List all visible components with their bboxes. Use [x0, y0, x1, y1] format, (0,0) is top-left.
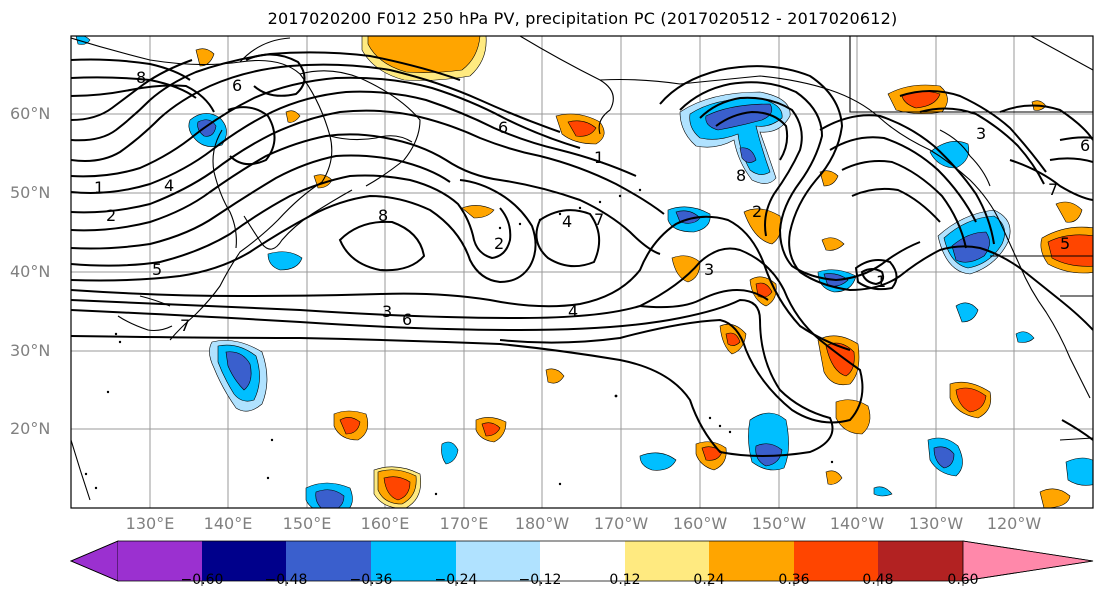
precip-anomaly-fill: [75, 36, 1093, 508]
lat-label-20n: 20°N: [10, 419, 51, 438]
lat-label-40n: 40°N: [10, 262, 51, 281]
lon-label-160w: 160°W: [672, 514, 728, 533]
contour-label: 6: [1080, 136, 1091, 155]
lat-label-50n: 50°N: [10, 183, 51, 202]
colorbar-segment: [118, 541, 202, 581]
pv-contours: [71, 51, 1093, 457]
colorbar-tick-label: 0.24: [693, 572, 725, 588]
lon-label-120w: 120°W: [986, 514, 1042, 533]
contour-label: 3: [976, 124, 987, 143]
contour-label: 2: [752, 202, 763, 221]
colorbar-tick-label: −0.12: [518, 572, 562, 588]
lon-label-180w: 180°W: [514, 514, 570, 533]
contour-label: 4: [164, 176, 175, 195]
colorbar: [69, 540, 1094, 586]
lon-label-140w: 140°W: [829, 514, 885, 533]
lon-label-170w: 170°W: [593, 514, 649, 533]
colorbar-extend-low: [69, 540, 119, 582]
colorbar-segment: [456, 541, 540, 581]
islands: [84, 188, 834, 496]
lon-label-130e: 130°E: [125, 514, 175, 533]
colorbar-tick-label: 0.12: [609, 572, 641, 588]
contour-label: 2: [106, 206, 117, 225]
contour-label: 8: [736, 166, 747, 185]
contour-label: 2: [494, 234, 505, 253]
colorbar-tick-label: −0.48: [264, 572, 308, 588]
map-frame: [70, 35, 1094, 509]
lon-label-170e: 170°E: [439, 514, 489, 533]
contour-label: 6: [498, 118, 509, 137]
colorbar-segment: [625, 541, 709, 581]
plot-title: 2017020200 F012 250 hPa PV, precipitatio…: [267, 9, 898, 28]
contour-label: 7: [594, 210, 605, 229]
colorbar-segment: [540, 541, 625, 581]
colorbar-tick-label: −0.60: [180, 572, 224, 588]
lon-label-150e: 150°E: [282, 514, 332, 533]
contour-label: 7: [180, 316, 191, 335]
colorbar-segment: [371, 541, 456, 581]
colorbar-segment: [202, 541, 286, 581]
colorbar-segment: [794, 541, 878, 581]
lon-label-150w: 150°W: [751, 514, 807, 533]
colorbar-tick-label: −0.36: [349, 572, 393, 588]
contour-label: 6: [402, 310, 413, 329]
contour-label: 1: [594, 148, 605, 167]
lon-label-140e: 140°E: [203, 514, 253, 533]
lon-label-160e: 160°E: [360, 514, 410, 533]
colorbar-outline: [69, 540, 1094, 582]
contour-label: 3: [704, 260, 715, 279]
colorbar-segment: [709, 541, 794, 581]
contour-label: 5: [152, 260, 163, 279]
contour-label: 1: [876, 272, 887, 291]
contour-label: 8: [378, 206, 389, 225]
colorbar-tick-label: 0.60: [947, 572, 979, 588]
colorbar-tick-label: 0.48: [862, 572, 894, 588]
contour-label: 4: [568, 302, 579, 321]
lat-label-60n: 60°N: [10, 104, 51, 123]
contour-label: 6: [232, 76, 243, 95]
coastlines: [71, 36, 1093, 501]
colorbar-segment: [878, 541, 963, 581]
contour-label: 4: [562, 212, 573, 231]
contour-label: 3: [382, 302, 393, 321]
lon-label-130w: 130°W: [908, 514, 964, 533]
lat-label-30n: 30°N: [10, 341, 51, 360]
contour-label: 5: [1060, 234, 1071, 253]
colorbar-segment: [286, 541, 371, 581]
contour-label: 1: [94, 178, 105, 197]
colorbar-tick-label: −0.24: [434, 572, 478, 588]
contour-label: 7: [1048, 180, 1059, 199]
colorbar-tick-label: 0.36: [778, 572, 810, 588]
contour-label: 8: [136, 68, 147, 87]
